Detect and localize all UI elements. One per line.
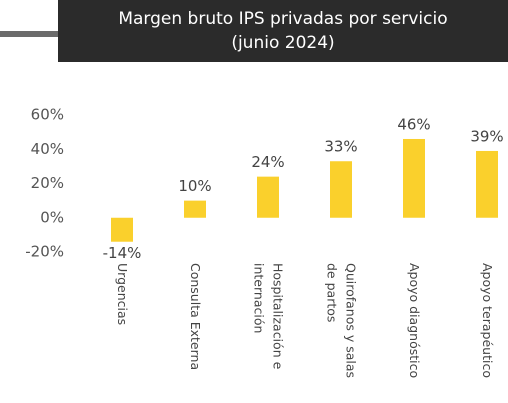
bar [257,176,279,218]
bar [403,138,425,218]
header-rule [0,31,60,37]
chart-title: Margen bruto IPS privadas por servicio (j… [118,9,447,53]
x-tick-label: Apoyo terapéutico [481,263,496,378]
value-label: 10% [178,177,211,195]
x-tick-label: Consulta Externa [189,263,204,370]
value-label: 33% [324,138,357,156]
y-tick-label: -20% [25,243,64,261]
bar [184,200,206,218]
value-label: 24% [251,153,284,171]
value-label: 46% [397,115,430,133]
x-tick-label: Apoyo diagnóstico [408,263,423,378]
x-tick-label: Quirofanos y salasde partos [325,263,359,378]
bar [330,161,352,218]
x-tick-label: Urgencias [116,263,131,325]
y-tick-label: 20% [31,174,64,192]
y-tick-label: 60% [31,106,64,124]
header-box [58,0,508,62]
value-label: -14% [103,244,142,262]
bar [476,150,498,218]
y-tick-label: 0% [40,208,64,226]
x-tick-label: Hospitalización einternación [252,263,286,370]
y-tick-label: 40% [31,140,64,158]
bar [111,217,133,242]
value-label: 39% [470,127,503,145]
